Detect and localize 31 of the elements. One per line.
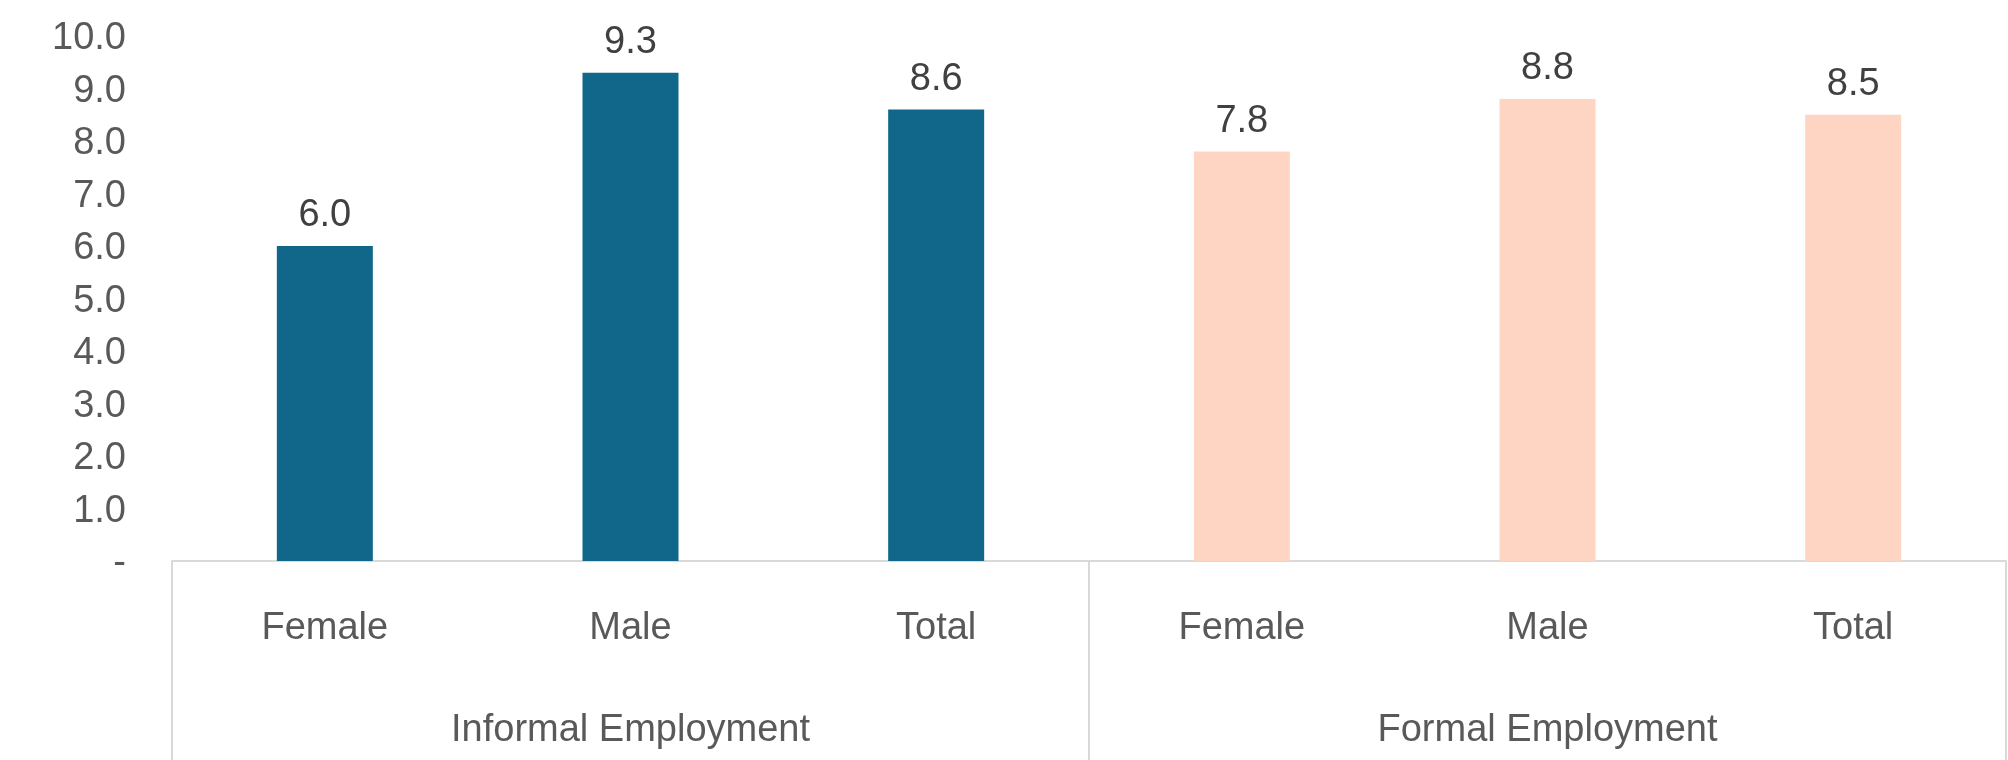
- bar: [1805, 114, 1902, 561]
- x-tick-label: Female: [1178, 605, 1306, 647]
- y-tick-label: 5.0: [73, 277, 126, 320]
- data-label: 8.6: [909, 55, 963, 98]
- bar: [888, 109, 985, 561]
- y-tick-label: 2.0: [73, 435, 126, 477]
- y-tick-label: 1.0: [73, 487, 126, 530]
- bar: [1193, 151, 1290, 561]
- data-label: 8.5: [1826, 60, 1880, 103]
- bar: [582, 72, 679, 561]
- y-tick-label: 3.0: [73, 382, 126, 425]
- bar: [276, 246, 373, 561]
- data-label: 6.0: [298, 192, 352, 234]
- x-tick-label: Total: [1813, 605, 1894, 647]
- x-tick-label: Male: [1506, 605, 1589, 647]
- y-tick-label: 4.0: [73, 330, 126, 372]
- x-tick-label: Total: [896, 605, 977, 647]
- data-label: 8.8: [1521, 45, 1574, 87]
- text: Informal Employment: [450, 707, 811, 749]
- x-tick-label: Male: [589, 605, 672, 647]
- y-tick-label: 9.0: [73, 67, 126, 110]
- y-tick-label: 8.0: [73, 120, 126, 162]
- y-tick-label: 6.0: [73, 225, 126, 267]
- x-tick-label: Female: [261, 605, 389, 647]
- bar: [1499, 99, 1596, 561]
- data-label: 7.8: [1215, 97, 1269, 140]
- y-tick-label: -: [113, 540, 126, 582]
- data-label: 9.3: [604, 18, 657, 61]
- y-tick-label: 7.0: [73, 172, 126, 215]
- y-tick-label: 10.0: [52, 15, 126, 57]
- text: Formal Employment: [1377, 707, 1718, 749]
